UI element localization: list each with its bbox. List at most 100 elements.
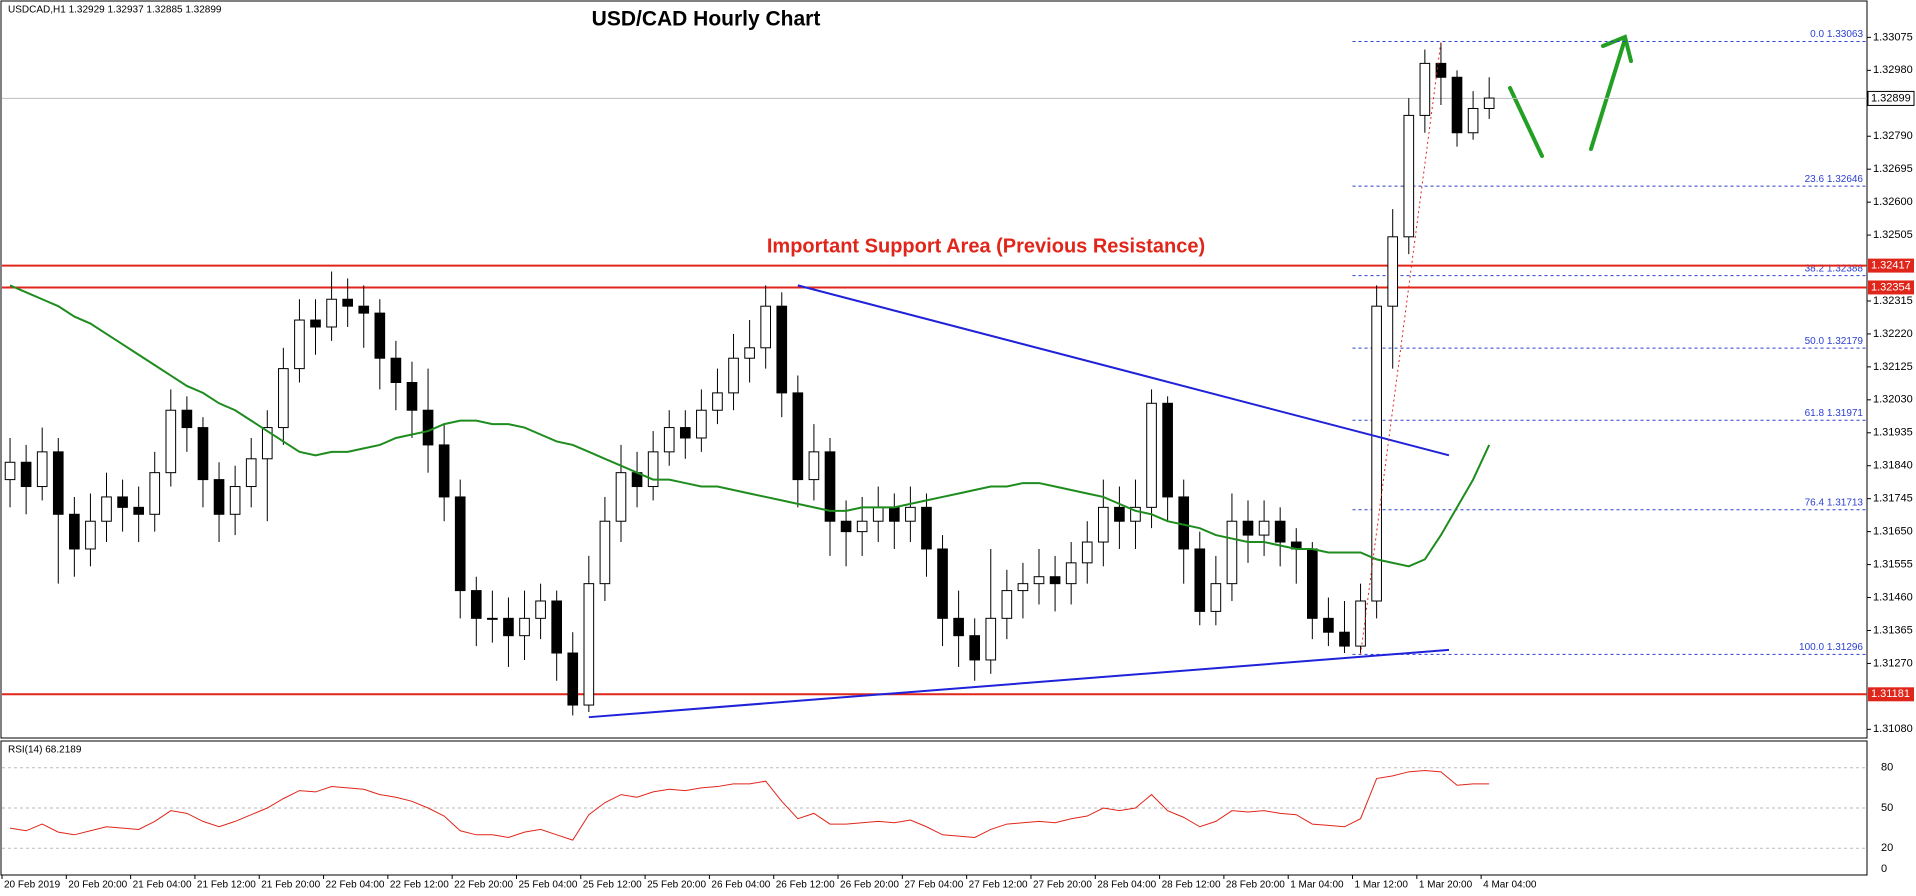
candle-body	[905, 506, 916, 522]
candle-body	[1274, 520, 1286, 543]
y-tick-label: 1.32505	[1873, 229, 1913, 241]
x-tick-label: 22 Feb 12:00	[390, 880, 449, 891]
fib-label: 0.0 1.33063	[1810, 29, 1863, 40]
x-tick-label: 1 Mar 20:00	[1419, 880, 1473, 891]
candle-body	[1451, 76, 1463, 134]
candle-body	[374, 312, 386, 359]
candle-body	[1387, 236, 1399, 307]
candle-body	[953, 617, 964, 637]
main-panel	[0, 0, 1868, 739]
x-tick-label: 28 Feb 12:00	[1162, 880, 1221, 891]
x-tick-label: 4 Mar 04:00	[1483, 880, 1537, 891]
x-tick-label: 27 Feb 04:00	[904, 880, 963, 891]
y-tick-label: 1.31650	[1873, 526, 1913, 538]
candle-body	[101, 496, 112, 522]
candle-body	[535, 600, 546, 619]
candle-body	[599, 520, 611, 585]
annotation: Important Support Area (Previous Resista…	[767, 235, 1205, 257]
x-tick-label: 20 Feb 20:00	[68, 880, 127, 891]
up-arrow-head	[1601, 34, 1633, 63]
y-tick-label: 1.32220	[1873, 328, 1913, 340]
candle-body	[615, 472, 627, 522]
candle-body	[149, 472, 161, 515]
y-tick-label: 1.31270	[1873, 657, 1913, 669]
y-tick-label: 1.32030	[1873, 394, 1913, 406]
candle-body	[551, 600, 563, 654]
x-tick-label: 25 Feb 12:00	[583, 880, 642, 891]
chart-title: USD/CAD Hourly Chart	[592, 8, 821, 31]
level-label: 1.32354	[1871, 281, 1911, 293]
fib-label: 38.2 1.32388	[1805, 263, 1864, 274]
x-tick-label: 25 Feb 20:00	[647, 880, 706, 891]
candle-body	[1081, 541, 1093, 564]
moving-average	[9, 284, 1491, 568]
y-tick-label: 1.32315	[1873, 295, 1913, 307]
candle-body	[36, 451, 48, 488]
y-tick-label: 1.31460	[1873, 591, 1913, 603]
chart-header: USDCAD,H1 1.32929 1.32937 1.32885 1.3289…	[8, 5, 222, 16]
candle-body	[776, 305, 788, 394]
candle-body	[937, 548, 948, 619]
y-tick-label: 1.32790	[1873, 130, 1913, 142]
candle-body	[647, 451, 659, 488]
y-tick-label: 1.31935	[1873, 427, 1913, 439]
level-label-box	[1868, 258, 1914, 273]
fib-label: 100.0 1.31296	[1799, 642, 1863, 653]
candle-body	[85, 520, 96, 550]
up-arrow	[1589, 37, 1627, 151]
candle-body	[888, 506, 900, 522]
candle-body	[1435, 62, 1447, 78]
last-price-box	[1867, 90, 1915, 106]
candle-body	[519, 617, 530, 637]
candle-body	[52, 451, 64, 515]
y-tick-label: 1.31555	[1873, 558, 1913, 570]
candle-body	[792, 392, 804, 481]
rsi-line	[9, 769, 1490, 841]
candle-body	[181, 409, 193, 429]
x-tick-label: 21 Feb 12:00	[197, 880, 256, 891]
down-arrow	[1508, 86, 1544, 158]
candle-body	[1114, 506, 1125, 522]
candle-body	[390, 357, 402, 383]
candle-body	[69, 513, 80, 550]
candle-body	[1467, 107, 1479, 134]
candle-body	[583, 583, 595, 706]
candle-body	[824, 451, 836, 522]
arrows	[1508, 34, 1633, 158]
candle-body	[808, 451, 820, 481]
candle-body	[406, 381, 418, 411]
candle-body	[229, 486, 241, 515]
candle-body	[1001, 590, 1013, 619]
candle-body	[1307, 548, 1318, 619]
y-tick-label: 1.31080	[1873, 723, 1913, 735]
y-tick-label: 1.31365	[1873, 624, 1913, 636]
y-tick-label: 1.31840	[1873, 460, 1913, 472]
x-tick-label: 26 Feb 20:00	[840, 880, 899, 891]
candle-body	[487, 617, 498, 620]
x-tick-label: 21 Feb 04:00	[133, 880, 192, 891]
level-label: 1.32417	[1871, 260, 1911, 272]
candle-body	[1049, 576, 1061, 585]
candle-body	[663, 427, 675, 453]
candle-body	[969, 635, 981, 661]
candle-body	[696, 409, 707, 439]
candle-body	[133, 506, 144, 515]
candle-body	[1339, 631, 1350, 647]
candle-body	[744, 347, 755, 359]
x-tick-label: 27 Feb 20:00	[1033, 880, 1092, 891]
trendline	[588, 648, 1450, 719]
x-tick-label: 27 Feb 12:00	[969, 880, 1028, 891]
candle-body	[310, 319, 321, 328]
candle-body	[4, 461, 16, 481]
level-label-box	[1868, 280, 1914, 295]
y-tick-label: 1.32980	[1873, 64, 1913, 76]
candle-body	[470, 590, 482, 619]
last-price-label: 1.32899	[1871, 92, 1911, 104]
candle-body	[712, 392, 723, 411]
candle-body	[1065, 562, 1077, 585]
candle-body	[1483, 97, 1495, 109]
candle-body	[245, 458, 257, 488]
candle-body	[358, 305, 370, 314]
x-tick-label: 22 Feb 20:00	[454, 880, 513, 891]
